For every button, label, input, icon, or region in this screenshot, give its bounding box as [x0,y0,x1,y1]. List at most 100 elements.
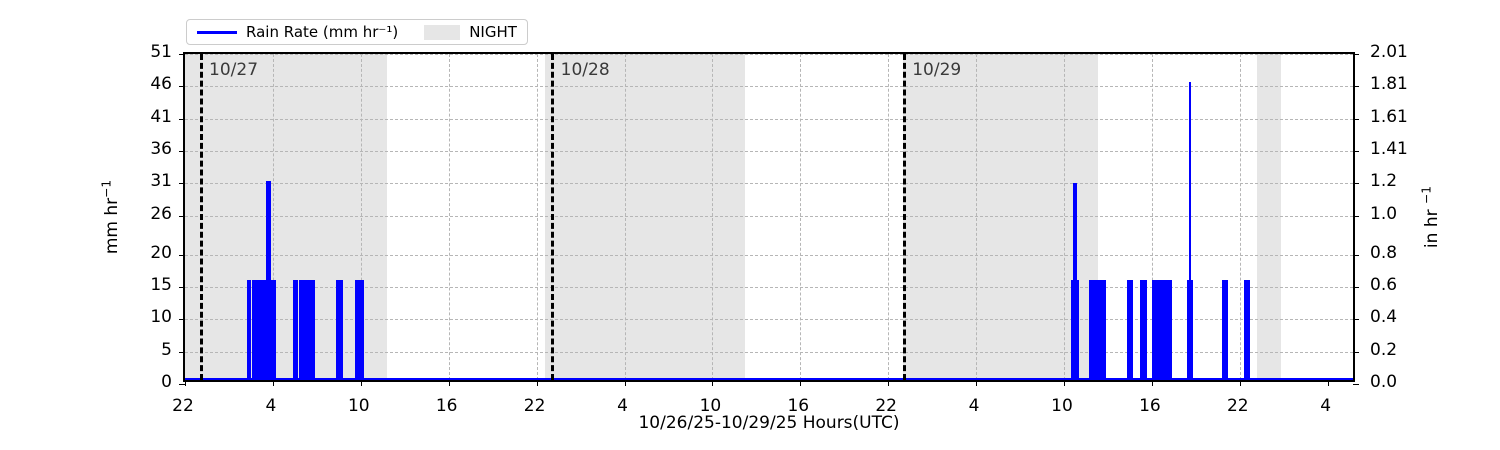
y-tick-left [179,151,185,153]
day-label-10-28: 10/28 [560,60,610,80]
day-separator-2 [902,54,906,380]
y-tick-right [1353,183,1359,185]
y-axis-left-tick-label: 36 [150,139,172,160]
y-tick-right [1353,384,1359,385]
gridline-v-11 [1151,54,1153,380]
y-axis-left-title: mm hr−1 [99,179,122,255]
y-tick-right [1353,319,1359,321]
day-label-10-27: 10/27 [209,60,259,80]
y-axis-left-tick-label: 26 [150,203,172,224]
rain-rate-bar [246,280,251,380]
x-axis-tick-label: 10 [1051,396,1073,416]
y-tick-right [1353,286,1359,288]
y-tick-left [179,86,185,88]
gridline-h-3 [185,286,1353,288]
x-tick [888,380,890,386]
x-axis-tick-label: 10 [699,396,722,416]
y-axis-right-tick-label: 1.41 [1370,139,1408,160]
y-axis-right-tick-label: 2.01 [1370,42,1408,62]
y-axis-right-title: in hr −1 [1419,185,1442,249]
night-span-1 [545,54,745,380]
y-tick-left [179,286,185,288]
y-axis-right-tick-label: 1.2 [1370,171,1398,192]
x-axis-tick-label: 16 [435,396,458,416]
x-axis-tick-label: 22 [875,396,897,416]
y-axis-left-tick-label: 0 [161,372,172,392]
legend-label-rain-rate: Rain Rate (mm hr⁻¹) [246,22,399,41]
y-tick-left [179,183,185,185]
day-label-10-29: 10/29 [912,60,962,80]
day-separator-0 [199,54,203,380]
y-axis-right-tick-label: 0.2 [1370,339,1398,360]
y-axis-left-tick-label: 41 [150,106,172,127]
y-axis-right-tick-label: 0.8 [1370,242,1398,263]
y-tick-left [179,54,185,55]
y-axis-left-tick-label: 46 [150,74,172,95]
gridline-h-5 [185,215,1353,217]
x-tick [1327,380,1329,386]
rain-rate-bar [1088,280,1107,380]
y-tick-left [179,254,185,256]
y-tick-left [179,118,185,120]
x-tick [536,380,538,386]
x-axis-tick-label: 4 [617,396,628,416]
x-axis-tick-label: 10 [347,396,370,416]
gridline-v-2 [360,54,362,380]
gridline-h-9 [185,86,1353,88]
y-axis-left-tick-label: 15 [150,274,172,295]
y-tick-left [179,384,185,385]
x-tick [976,380,978,386]
x-axis-tick-label: 22 [523,396,546,416]
x-axis-tick-label: 16 [787,396,810,416]
gridline-v-1 [272,54,274,380]
gridline-v-9 [976,54,978,380]
y-axis-right-tick-label: 0.6 [1370,274,1398,295]
gridline-v-12 [1239,54,1241,380]
gridline-v-5 [624,54,626,380]
legend-patch-icon [424,24,461,40]
gridline-h-8 [185,118,1353,120]
x-tick [1064,380,1065,386]
y-axis-right-tick-label: 1.0 [1370,203,1398,224]
gridline-v-8 [888,54,890,380]
x-axis-tick-label: 22 [1226,396,1249,416]
gridline-v-10 [1064,54,1065,380]
gridline-h-4 [185,254,1353,256]
y-tick-left [179,319,185,321]
series-baseline [185,378,1353,380]
chart-legend: Rain Rate (mm hr⁻¹) NIGHT [186,19,528,45]
x-tick [185,380,186,386]
y-tick-right [1353,118,1359,120]
y-axis-right-tick-label: 1.61 [1370,106,1408,127]
rain-rate-bar [1244,280,1251,380]
x-tick [272,380,274,386]
rain-rate-bar [1072,182,1078,380]
x-tick [712,380,714,386]
gridline-h-6 [185,183,1353,185]
y-axis-right-tick-label: 0.0 [1370,372,1398,392]
y-axis-left-tick-label: 10 [150,307,172,328]
y-tick-right [1353,54,1359,55]
rain-rate-bar [265,181,272,380]
x-axis-tick-label: 16 [1139,396,1161,416]
gridline-h-10 [185,54,1353,55]
night-span-3 [1257,54,1281,380]
rain-rate-bar [293,280,298,380]
night-span-2 [902,54,1098,380]
gridline-h-2 [185,319,1353,321]
x-tick [1239,380,1241,386]
x-axis-tick-label: 4 [968,396,980,416]
rain-rate-bar [1140,280,1148,380]
plot-clip: 10/27 10/28 10/29 [185,54,1353,380]
gridline-h-7 [185,151,1353,153]
legend-line-icon [197,30,237,34]
legend-entry-rain-rate: Rain Rate (mm hr⁻¹) [197,22,399,41]
legend-entry-night: NIGHT [424,24,517,40]
day-separator-1 [551,54,555,380]
y-axis-right-tick-label: 1.81 [1370,74,1408,95]
x-axis-tick-label: 4 [1320,396,1332,416]
y-tick-left [179,215,185,217]
y-tick-right [1353,151,1359,153]
rain-rate-bar [271,280,276,380]
